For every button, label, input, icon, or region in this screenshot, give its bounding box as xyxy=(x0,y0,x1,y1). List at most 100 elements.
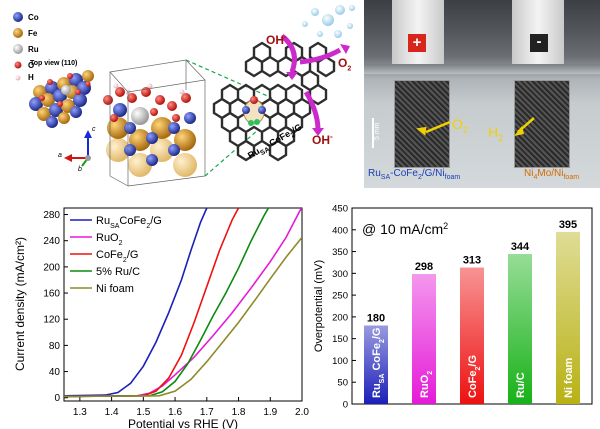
anode-foam xyxy=(394,80,450,168)
o2-label: O2 xyxy=(338,56,352,73)
top-view-label: Top view (110) xyxy=(30,60,78,67)
lsv-legend-label: 5% Ru/C xyxy=(96,266,140,278)
lsv-y-tick-label: 280 xyxy=(43,210,60,221)
lsv-plot-frame xyxy=(63,207,303,402)
lsv-legend-label: Ni foam xyxy=(96,283,134,295)
overpotential-category-label: Ni foam xyxy=(563,357,575,398)
lsv-x-tick-label: 1.7 xyxy=(200,407,214,418)
lsv-legend-label: RuSACoFe2/G xyxy=(96,215,162,230)
minus-sign: - xyxy=(530,34,548,52)
oh-ion-label-1: OH- xyxy=(266,32,287,47)
bar-annotation: @ 10 mA/cm2 xyxy=(362,221,448,237)
overpotential-bar-shade xyxy=(556,231,580,404)
legend-co: Co xyxy=(28,13,39,22)
overpotential-bar-shade xyxy=(460,267,484,404)
zoom-lines xyxy=(185,59,273,177)
bar-y-tick-label: 200 xyxy=(332,312,348,323)
lsv-x-tick-label: 2.0 xyxy=(295,407,309,418)
single-atom-site xyxy=(242,96,266,126)
structure-schematic xyxy=(13,5,355,187)
ru-sphere-icon xyxy=(13,44,23,54)
oh-ion-label-2: OH- xyxy=(312,132,333,147)
lsv-y-tick-label: 0 xyxy=(54,393,60,404)
crystal-axes-icon xyxy=(64,130,92,167)
bar-y-axis-label: Overpotential (mV) xyxy=(313,260,325,352)
overpotential-value-label: 298 xyxy=(415,261,433,273)
bar-y-tick-label: 250 xyxy=(332,291,348,302)
h-sphere-icon xyxy=(15,75,21,81)
top-view-crystal xyxy=(29,70,94,128)
overpotential-bar-shade xyxy=(412,274,436,404)
bar-rects: 180 RuSA CoFe2/G 298 RuO2 313 CoFe2/G 344 Ru/C 3… xyxy=(364,219,580,404)
atom-legend-labels: Co Fe Ru O H xyxy=(28,10,39,86)
lsv-series xyxy=(64,208,302,398)
overpotential-bar-shade xyxy=(364,325,388,404)
lsv-x-tick-label: 1.9 xyxy=(263,407,277,418)
lsv-y-tick-label: 200 xyxy=(43,262,60,273)
overpotential-value-label: 180 xyxy=(367,313,385,325)
lsv-x-ticks: 1.3 1.4 1.5 1.6 1.7 1.8 1.9 2.0 xyxy=(73,397,309,418)
o-sphere-icon xyxy=(14,61,22,69)
overpotential-value-label: 313 xyxy=(463,255,481,267)
lsv-x-tick-label: 1.4 xyxy=(105,407,119,418)
h2-gas-label: H2 xyxy=(488,124,504,143)
lsv-y-ticks: 0 40 80 120 160 200 240 280 xyxy=(43,210,68,404)
unit-cell-crystal xyxy=(103,59,206,187)
anode-clip xyxy=(392,0,444,64)
gas-arrows xyxy=(416,117,535,136)
axis-c-label: c xyxy=(92,126,96,133)
lsv-legend: RuSACoFe2/G RuO2 CoFe2/G 5% Ru/C Ni foam xyxy=(70,215,162,295)
overpotential-value-label: 395 xyxy=(559,219,577,231)
bar-y-tick-label: 150 xyxy=(332,334,348,345)
axis-a-label: a xyxy=(58,152,62,159)
lsv-y-tick-label: 120 xyxy=(43,315,60,326)
lsv-legend-label: RuO2 xyxy=(96,232,123,247)
plus-sign: + xyxy=(408,34,426,52)
overpotential-category-label: Ru/C xyxy=(515,372,527,398)
overpotential-value-label: 344 xyxy=(511,241,530,253)
overpotential-category-label: CoFe2/G xyxy=(467,355,482,398)
lsv-y-axis-label: Current density (mA/cm²) xyxy=(13,237,27,371)
fe-sphere-icon xyxy=(13,28,23,38)
cathode-label: Ni4Mo/Nifoam xyxy=(524,168,580,181)
overpotential-bar-shade xyxy=(508,254,532,404)
legend-fe: Fe xyxy=(28,29,38,38)
bar-y-tick-label: 0 xyxy=(343,400,348,411)
bar-y-tick-label: 300 xyxy=(332,269,348,280)
overpotential-category-label: RuO2 xyxy=(419,371,434,398)
anode-label: RuSA-CoFe2/G/Nifoam xyxy=(368,168,461,181)
bar-y-tick-label: 350 xyxy=(332,247,348,258)
lsv-x-axis-label: Potential vs RHE (V) xyxy=(128,417,238,429)
electrolysis-photo: + - 5 mm O2 H2 RuSA-CoFe2/G/Nifoam Ni4Mo… xyxy=(364,0,600,188)
lsv-x-tick-label: 1.3 xyxy=(73,407,87,418)
oxygen-bubbles xyxy=(302,5,355,38)
lsv-x-tick-label: 1.6 xyxy=(168,407,182,418)
cathode-foam xyxy=(514,80,570,168)
cathode-clip xyxy=(512,0,564,64)
oh-arrows xyxy=(280,34,350,136)
bar-y-tick-label: 450 xyxy=(332,204,348,215)
legend-ru: Ru xyxy=(28,45,39,54)
legend-o: O xyxy=(28,61,35,70)
atom-legend xyxy=(13,12,23,81)
lsv-y-tick-label: 240 xyxy=(43,236,60,247)
lsv-y-tick-label: 40 xyxy=(49,367,61,378)
bar-y-ticks: 0 50 100 150 200 250 300 350 400 450 xyxy=(332,204,356,411)
lsv-series-line xyxy=(64,208,208,397)
co-sphere-icon xyxy=(13,12,23,22)
bar-y-tick-label: 50 xyxy=(337,378,348,389)
legend-h: H xyxy=(28,73,34,82)
lsv-series-line xyxy=(64,208,240,398)
lsv-x-tick-label: 1.8 xyxy=(232,407,246,418)
bar-y-tick-label: 100 xyxy=(332,356,348,367)
lsv-y-tick-label: 160 xyxy=(43,289,60,300)
lsv-y-tick-label: 80 xyxy=(49,341,61,352)
lsv-legend-label: CoFe2/G xyxy=(96,249,138,264)
lsv-series-line xyxy=(64,236,302,398)
scale-bar xyxy=(372,118,374,148)
lsv-series-line xyxy=(64,208,270,398)
o2-gas-label: O2 xyxy=(452,116,468,135)
lsv-x-tick-label: 1.5 xyxy=(136,407,150,418)
